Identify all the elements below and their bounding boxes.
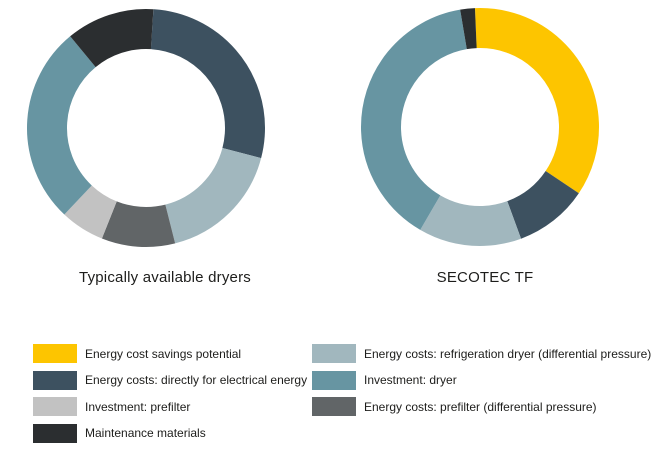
donut-segment: [361, 8, 599, 247]
legend-item-label: Investment: dryer: [364, 373, 457, 387]
donut-segment: [361, 8, 599, 247]
donut-segment: [27, 9, 265, 247]
legend-item-label: Energy costs: directly for electrical en…: [85, 373, 308, 387]
legend-swatch-dark-gray: [312, 397, 356, 416]
legend-swatch-near-black: [33, 423, 77, 443]
legend-item: Energy cost savings potential: [33, 344, 307, 363]
chart-title-typical-dryers: Typically available dryers: [79, 269, 251, 286]
legend-column-left: Energy cost savings potential Energy cos…: [33, 344, 307, 450]
donut-segment: [27, 9, 265, 247]
legend-item-label: Energy cost savings potential: [85, 346, 242, 361]
legend-item-label: Energy costs: prefilter (differential pr…: [364, 399, 597, 414]
legend-item-label: Maintenance materials: [85, 426, 206, 440]
legend-item: Energy costs: refrigeration dryer (diffe…: [312, 344, 651, 363]
legend-item: Investment: prefilter: [33, 397, 307, 416]
legend-swatch-teal: [312, 370, 356, 390]
donut-chart-secotec-tf: [361, 8, 599, 247]
legend-item: Investment: dryer: [312, 370, 651, 390]
legend-swatch-dark-slate: [33, 370, 77, 390]
legend-item: Maintenance materials: [33, 423, 307, 443]
legend-swatch-light-gray: [33, 397, 77, 416]
legend-column-right: Energy costs: refrigeration dryer (diffe…: [312, 344, 651, 424]
legend-swatch-yellow: [33, 344, 77, 363]
legend-swatch-light-blue-gray: [312, 344, 356, 363]
donut-chart-typical-dryers: [27, 9, 265, 247]
legend-item-label: Investment: prefilter: [85, 399, 191, 414]
legend-item: Energy costs: directly for electrical en…: [33, 370, 308, 390]
legend-item-label: Energy costs: refrigeration dryer (diffe…: [364, 346, 652, 361]
donut-segment: [27, 9, 265, 247]
chart-title-secotec-tf: SECOTEC TF: [436, 269, 534, 286]
donut-segment: [361, 8, 599, 247]
legend-item: Energy costs: prefilter (differential pr…: [312, 397, 651, 416]
